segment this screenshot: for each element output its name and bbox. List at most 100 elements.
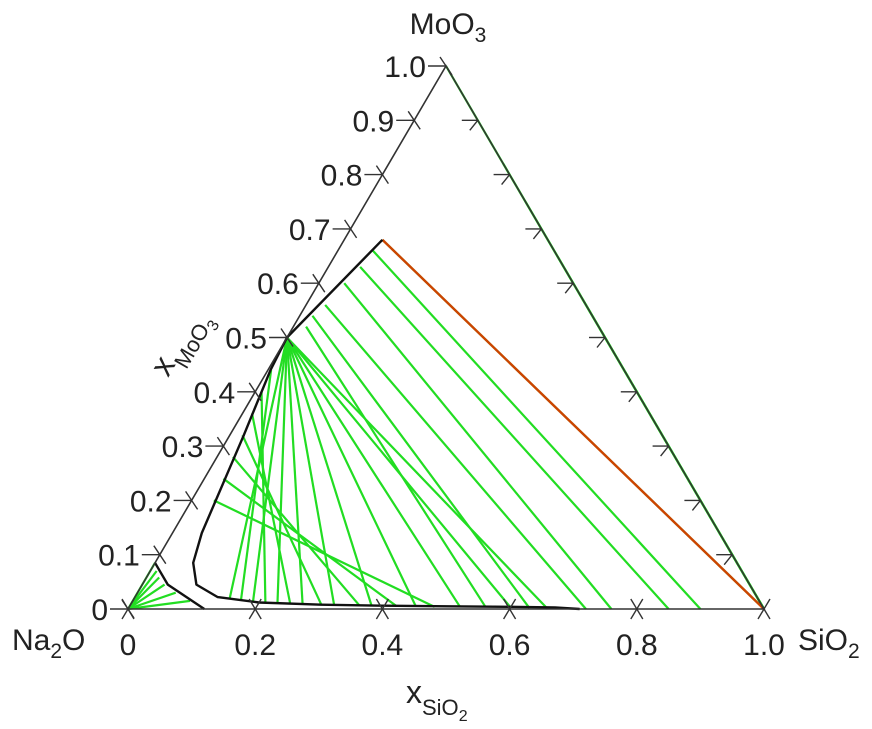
right-tick-s-4 — [596, 337, 606, 348]
y-tick-s-7 — [344, 219, 352, 230]
x-axis-title: xSiO2 — [406, 674, 468, 725]
y-tick-t-10 — [445, 65, 453, 76]
x-tick-a-4 — [630, 608, 638, 620]
right-tick-s-8 — [469, 119, 479, 131]
x-tick-c-3 — [502, 598, 511, 610]
tie-line-13 — [241, 434, 323, 606]
tie-line-15 — [222, 477, 398, 608]
phase-boundary-main — [191, 336, 580, 611]
y-tick-s-4 — [248, 382, 256, 393]
tie-line-4 — [285, 337, 336, 605]
y-tick-t-6 — [318, 282, 326, 293]
tie-line-9 — [286, 336, 549, 610]
x-tick-b-2 — [381, 608, 390, 620]
y-tick-s-0 — [121, 599, 129, 610]
y-tick-label-6: 0.6 — [257, 268, 299, 301]
right-tick-s-2 — [660, 445, 670, 457]
x-tick-label-1: 0.2 — [234, 629, 276, 662]
corner-label-si: SiO2 — [798, 624, 860, 663]
x-tick-label-3: 0.6 — [489, 629, 531, 662]
x-tick-c-5 — [757, 598, 765, 610]
tie-line-1 — [251, 337, 289, 603]
y-tick-s-3 — [216, 436, 224, 447]
x-tick-c-4 — [630, 598, 638, 610]
y-tick-s-6 — [312, 273, 320, 284]
tie-line-12 — [250, 413, 292, 604]
tie-line-20 — [343, 282, 613, 610]
y-tick-t-9 — [413, 119, 421, 130]
phase-boundary-corner — [153, 562, 205, 610]
x-tick-d-3 — [508, 598, 517, 610]
tie-line-17 — [305, 326, 487, 608]
y-tick-label-2: 0.2 — [130, 485, 172, 518]
x-tick-a-3 — [502, 608, 511, 620]
x-tick-d-0 — [127, 598, 135, 610]
x-tick-d-5 — [763, 598, 771, 610]
tie-line-32 — [127, 576, 160, 610]
x-tick-label-5: 1.0 — [743, 629, 785, 662]
right-tick-s-3 — [628, 391, 638, 403]
tie-line-11 — [260, 391, 267, 603]
x-tick-a-2 — [375, 608, 384, 620]
highlight-tie-line-group — [381, 238, 765, 610]
x-tick-b-1 — [254, 608, 262, 620]
tie-line-6 — [286, 337, 417, 607]
y-tick-t-8 — [381, 174, 389, 184]
x-tick-d-4 — [636, 598, 644, 610]
x-tick-d-1 — [254, 598, 262, 610]
y-tick-label-7: 0.7 — [289, 214, 331, 247]
x-tick-b-3 — [508, 608, 517, 620]
right-tick-s-1 — [691, 499, 701, 511]
x-tick-a-0 — [121, 608, 129, 620]
tie-line-16 — [213, 499, 436, 608]
y-axis-title: xMoO3 — [143, 301, 224, 389]
right-tick-s-6 — [532, 228, 542, 240]
x-tick-a-5 — [757, 608, 765, 620]
y-tick-s-10 — [439, 56, 447, 67]
y-tick-t-4 — [254, 391, 262, 402]
tie-line-33 — [127, 583, 166, 610]
tie-line-21 — [359, 266, 670, 610]
y-tick-label-3: 0.3 — [162, 431, 204, 464]
y-tick-s-5 — [280, 328, 288, 338]
y-tick-t-0 — [127, 608, 135, 619]
tie-line-7 — [286, 336, 461, 608]
y-tick-s-8 — [375, 165, 383, 175]
right-tick-s-0 — [723, 554, 733, 566]
x-tick-a-1 — [248, 608, 256, 620]
corner-label-na: Na2O — [12, 624, 85, 663]
x-tick-b-5 — [763, 608, 771, 620]
x-tick-d-2 — [381, 598, 390, 610]
x-tick-c-1 — [248, 598, 256, 610]
y-tick-label-1: 0.1 — [98, 540, 140, 573]
y-tick-s-1 — [153, 545, 161, 556]
y-tick-label-0: 0 — [91, 594, 108, 627]
triangle-frame — [126, 64, 766, 610]
y-tick-label-9: 0.9 — [352, 105, 394, 138]
y-tick-label-8: 0.8 — [321, 160, 363, 193]
x-tick-label-4: 0.8 — [616, 629, 658, 662]
tie-line-2 — [276, 337, 289, 604]
x-tick-label-2: 0.4 — [362, 629, 404, 662]
tie-lines — [127, 65, 765, 611]
tie-line-18 — [311, 315, 531, 609]
highlight-tie-line — [381, 238, 765, 610]
y-tick-label-5: 0.5 — [225, 323, 267, 356]
phase-boundary-upper — [286, 238, 384, 339]
y-tick-t-5 — [286, 337, 294, 347]
corner-label-mo: MoO3 — [410, 8, 487, 47]
x-tick-label-0: 0 — [120, 629, 137, 662]
y-tick-t-1 — [159, 554, 167, 565]
triangle-outline — [126, 64, 766, 610]
y-tick-t-7 — [350, 228, 358, 239]
tie-line-5 — [285, 337, 373, 607]
right-tick-s-5 — [564, 282, 574, 294]
tie-line-22 — [372, 249, 702, 610]
y-tick-t-2 — [191, 500, 199, 510]
tie-line-35 — [127, 599, 191, 611]
right-tick-s-7 — [501, 174, 511, 186]
x-tick-c-2 — [375, 598, 384, 610]
y-tick-s-9 — [407, 110, 415, 121]
x-tick-b-4 — [636, 608, 644, 620]
